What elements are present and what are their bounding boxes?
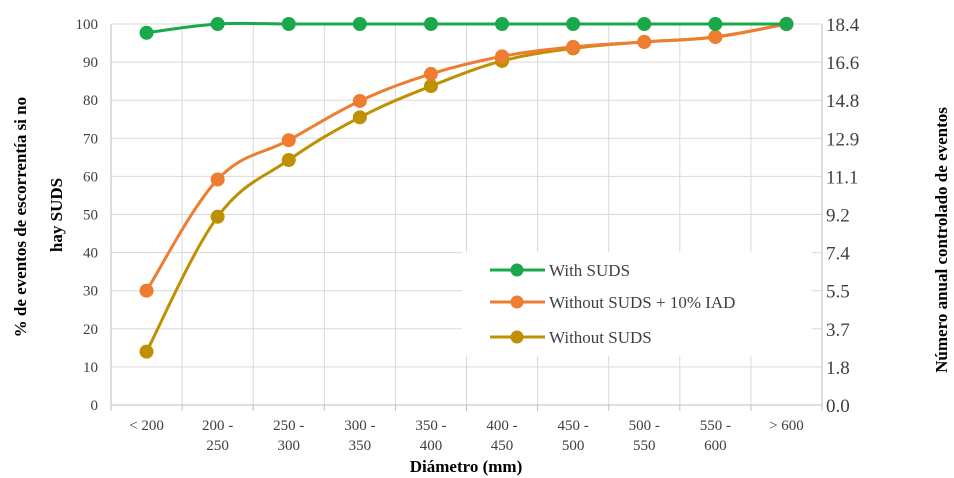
y-tick-label: 40 [83,246,98,262]
series-line-without-suds-10-iad [145,22,787,292]
x-tick-label: 550 - 600 [700,418,731,454]
legend-swatch-marker-without-suds-10-iad [510,295,524,309]
y-tick-label: 10 [83,360,98,376]
x-tick-label-line: 350 - [415,418,446,434]
x-tick-label-line: 500 [562,438,585,454]
data-point-with-suds [566,17,581,31]
y-tick-label: 70 [83,131,98,147]
data-point-without-suds-10-iad [210,172,225,187]
legend-label-with-suds: With SUDS [549,261,630,280]
x-tick-label-line: 450 - [558,418,589,434]
y-axis-ticks: 0 10 20 30 40 50 60 70 80 90 100 [76,17,99,414]
y-axis-title: % de eventos de escorrentía si no hay SU… [11,93,66,338]
axes [110,24,823,411]
y-axis-title-line-2: hay SUDS [47,178,66,252]
x-tick-label-line: 350 [349,438,372,454]
x-tick-label-line: 250 [206,438,229,454]
y2-tick-label: 9.2 [826,206,850,227]
x-tick-label-line: 600 [704,438,727,454]
y-tick-label: 20 [83,322,98,338]
x-tick-label: 200 - 250 [202,418,233,454]
y2-tick-label: 11.1 [826,167,859,188]
y2-tick-label: 7.4 [826,244,850,265]
data-point-with-suds [779,17,794,31]
legend-label-without-suds: Without SUDS [549,328,652,347]
legend: With SUDS Without SUDS + 10% IAD Without S… [462,252,812,356]
y2-tick-label: 0.0 [826,396,850,417]
data-point-without-suds [210,209,225,224]
data-point-with-suds [139,25,154,40]
y-tick-label: 0 [91,398,99,414]
series-line-with-suds [146,21,787,35]
y-tick-label: 30 [83,284,98,300]
y-axis-title-line-1: % de eventos de escorrentía si no [11,97,30,338]
x-tick-label-line: 400 [420,438,443,454]
x-tick-label: < 200 [129,418,164,434]
y-tick-label: 90 [83,55,98,71]
y2-tick-label: 1.8 [826,358,850,379]
series-group [139,17,794,359]
x-tick-label-line: > 600 [769,418,804,434]
x-tick-label-line: 500 - [629,418,660,434]
legend-swatch-marker-with-suds [510,263,524,277]
x-tick-label: > 600 [769,418,804,434]
y2-tick-label: 16.6 [826,53,859,74]
data-point-with-suds [281,17,296,31]
data-point-with-suds [495,17,510,31]
data-point-with-suds [708,17,723,31]
data-point-without-suds-10-iad [139,283,154,298]
x-tick-label: 400 - 450 [486,418,517,454]
data-point-without-suds-10-iad [637,34,652,49]
y2-tick-label: 3.7 [826,320,850,341]
x-tick-label-line: 450 [491,438,514,454]
gridlines [111,23,822,405]
x-tick-label-line: 300 - [344,418,375,434]
x-tick-label-line: 550 [633,438,656,454]
x-tick-label: 500 - 550 [629,418,660,454]
y2-axis-ticks: 0.0 1.8 3.7 5.5 7.4 9.2 11.1 12.9 14.8 16.6 18.4 [826,15,860,417]
y2-axis-title: Número anual controlado de eventos [932,107,951,373]
x-tick-label: 300 - 350 [344,418,375,454]
y2-tick-label: 12.9 [826,129,859,150]
x-tick-label-line: 250 - [273,418,304,434]
x-tick-label-line: 400 - [486,418,517,434]
data-point-without-suds [281,153,296,168]
data-point-with-suds [210,17,225,31]
x-tick-label-line: < 200 [129,418,164,434]
data-point-without-suds [139,344,154,359]
data-point-without-suds-10-iad [281,133,296,148]
x-tick-label: 450 - 500 [558,418,589,454]
legend-swatch-marker-without-suds [510,330,524,344]
data-point-without-suds [352,110,367,125]
data-point-without-suds-10-iad [495,49,510,64]
x-tick-label: 350 - 400 [415,418,446,454]
y-tick-label: 50 [83,208,98,224]
data-point-with-suds [423,17,438,31]
x-tick-label-line: 200 - [202,418,233,434]
y2-tick-label: 14.8 [826,91,859,112]
data-point-without-suds-10-iad [566,39,581,54]
legend-label-without-suds-10-iad: Without SUDS + 10% IAD [549,293,735,312]
data-point-without-suds [423,79,438,94]
data-point-with-suds [352,17,367,31]
x-tick-label-line: 550 - [700,418,731,434]
data-point-without-suds-10-iad [708,29,723,44]
x-tick-label: 250 - 300 [273,418,304,454]
y2-tick-label: 18.4 [826,15,860,36]
y-tick-label: 100 [76,17,99,33]
x-axis-title: Diámetro (mm) [410,457,523,476]
x-axis-ticks: < 200 200 - 250 250 - 300 300 - 350 350 - 400 400… [129,418,804,454]
data-point-without-suds-10-iad [352,93,367,108]
data-point-without-suds-10-iad [423,66,438,81]
y-tick-label: 60 [83,169,98,185]
y2-tick-label: 5.5 [826,282,850,303]
y-tick-label: 80 [83,93,98,109]
x-tick-label-line: 300 [278,438,301,454]
data-point-with-suds [637,17,652,31]
